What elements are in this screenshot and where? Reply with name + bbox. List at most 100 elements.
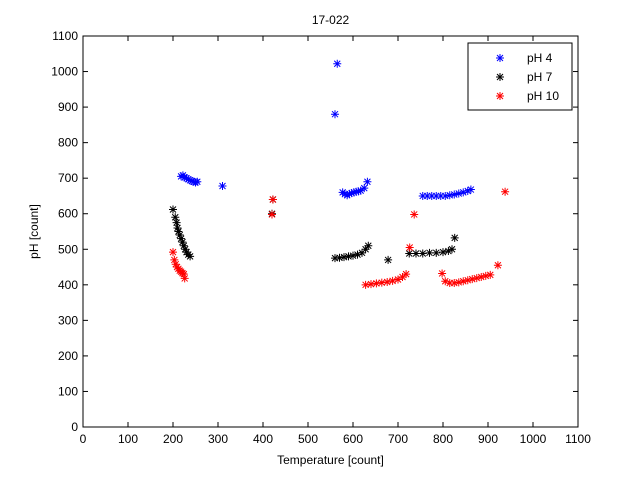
data-point bbox=[177, 234, 186, 243]
data-point bbox=[361, 245, 370, 254]
series-1 bbox=[177, 59, 475, 200]
data-point bbox=[459, 188, 468, 197]
data-point bbox=[441, 277, 450, 286]
chart-title: 17-022 bbox=[312, 13, 350, 27]
x-tick-label: 1100 bbox=[565, 432, 591, 446]
y-tick-label: 700 bbox=[58, 171, 78, 185]
data-point bbox=[181, 245, 190, 254]
data-point bbox=[268, 195, 277, 204]
x-tick-label: 300 bbox=[208, 432, 228, 446]
data-point bbox=[367, 280, 375, 289]
data-point bbox=[182, 174, 191, 183]
legend-marker bbox=[496, 54, 504, 62]
data-point bbox=[354, 187, 363, 196]
data-point bbox=[463, 186, 472, 195]
data-point bbox=[340, 190, 349, 199]
data-point bbox=[432, 191, 441, 200]
data-point bbox=[172, 218, 181, 227]
data-point bbox=[193, 177, 202, 186]
data-point bbox=[361, 280, 370, 289]
data-point bbox=[335, 253, 344, 262]
data-point bbox=[344, 252, 353, 261]
data-point bbox=[363, 177, 372, 186]
data-point bbox=[463, 276, 472, 285]
data-point bbox=[180, 173, 189, 182]
data-point bbox=[388, 276, 397, 285]
data-point bbox=[333, 59, 342, 68]
data-point bbox=[441, 191, 450, 200]
data-point bbox=[171, 260, 180, 269]
y-tick-label: 300 bbox=[58, 313, 78, 327]
data-point bbox=[448, 245, 456, 254]
data-point bbox=[353, 250, 362, 259]
y-tick-label: 0 bbox=[71, 420, 78, 434]
data-point bbox=[454, 278, 463, 287]
data-point bbox=[436, 191, 445, 200]
data-point bbox=[450, 279, 459, 288]
data-point bbox=[450, 190, 459, 199]
legend: pH 4 pH 7 pH 10 bbox=[467, 42, 573, 111]
data-point bbox=[450, 233, 459, 242]
data-point bbox=[459, 277, 468, 286]
data-point bbox=[268, 210, 276, 219]
data-point bbox=[345, 189, 354, 198]
axis-ticks: 0 100 200 300 400 500 600 700 800 900 1000 1100 0 100… bbox=[51, 29, 591, 446]
data-point bbox=[169, 248, 177, 257]
data-point bbox=[432, 248, 441, 257]
data-point bbox=[360, 184, 369, 193]
x-tick-label: 1000 bbox=[520, 432, 547, 446]
data-point bbox=[184, 175, 193, 184]
y-axis-title: pH [count] bbox=[27, 204, 41, 259]
data-point bbox=[398, 272, 407, 281]
y-tick-label: 100 bbox=[58, 384, 78, 398]
data-point bbox=[356, 186, 365, 195]
series-3 bbox=[169, 187, 510, 289]
data-point bbox=[427, 191, 436, 200]
data-point bbox=[331, 254, 339, 263]
data-point bbox=[340, 253, 348, 262]
data-point bbox=[383, 277, 392, 286]
data-point bbox=[180, 274, 189, 283]
data-point bbox=[466, 185, 475, 194]
x-tick-label: 700 bbox=[388, 432, 408, 446]
data-point bbox=[425, 248, 434, 257]
legend-marker bbox=[496, 92, 504, 100]
data-point bbox=[349, 188, 358, 197]
y-tick-label: 400 bbox=[58, 278, 78, 292]
x-axis-title: Temperature [count] bbox=[277, 453, 384, 467]
data-point bbox=[405, 243, 414, 252]
data-point bbox=[438, 269, 447, 278]
legend-label: pH 7 bbox=[527, 70, 553, 84]
data-point bbox=[486, 270, 495, 279]
data-point bbox=[501, 187, 510, 196]
legend-label: pH 10 bbox=[527, 89, 559, 103]
data-point bbox=[173, 223, 182, 232]
data-point bbox=[394, 275, 402, 284]
x-tick-label: 800 bbox=[433, 432, 453, 446]
data-point bbox=[177, 172, 186, 181]
data-point bbox=[187, 177, 196, 186]
x-tick-label: 500 bbox=[298, 432, 318, 446]
data-point bbox=[412, 249, 420, 258]
x-tick-label: 200 bbox=[163, 432, 183, 446]
data-point bbox=[384, 255, 393, 264]
x-tick-label: 900 bbox=[478, 432, 498, 446]
data-point bbox=[349, 251, 357, 260]
data-point bbox=[418, 191, 427, 200]
y-tick-label: 200 bbox=[58, 349, 78, 363]
data-point bbox=[377, 278, 386, 287]
data-point bbox=[169, 205, 177, 214]
series-2 bbox=[169, 195, 459, 264]
y-tick-label: 500 bbox=[58, 242, 78, 256]
data-point bbox=[439, 248, 447, 257]
data-point bbox=[170, 255, 179, 264]
data-point bbox=[364, 241, 373, 250]
x-tick-label: 600 bbox=[343, 432, 363, 446]
data-point bbox=[347, 189, 356, 198]
data-point bbox=[372, 279, 381, 288]
data-point bbox=[186, 176, 195, 185]
data-point bbox=[444, 247, 453, 256]
data-point bbox=[468, 275, 477, 284]
data-point bbox=[178, 238, 187, 247]
